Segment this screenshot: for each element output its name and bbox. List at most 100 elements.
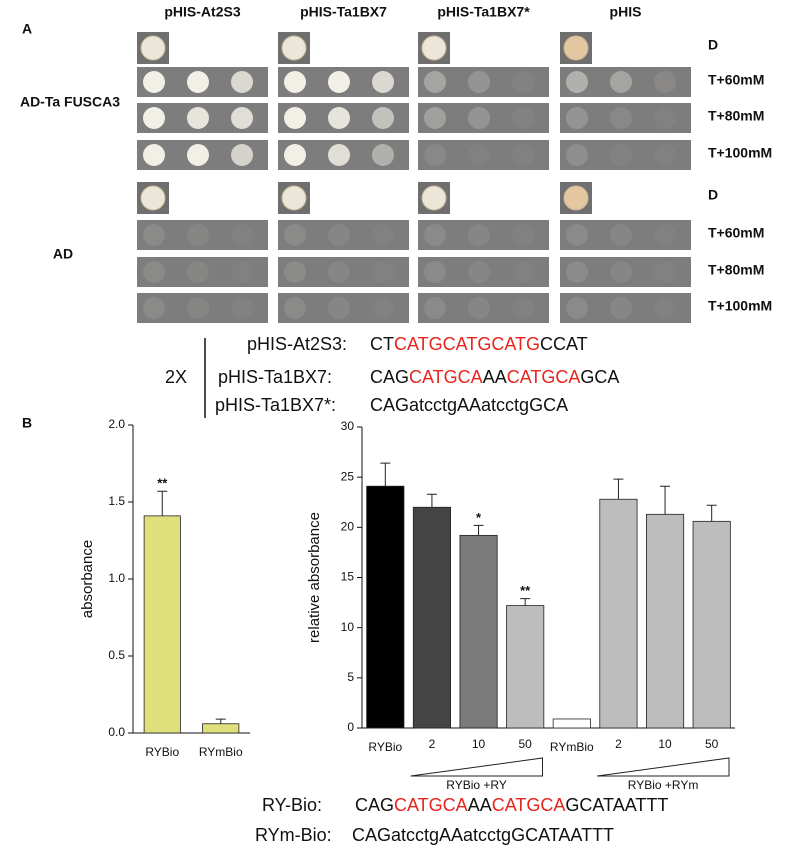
colony xyxy=(610,297,632,319)
sequence-segment: CATGCA xyxy=(409,367,483,387)
condition-label: D xyxy=(708,187,718,203)
colony xyxy=(424,71,446,93)
sequence: CAGatcctgAAatcctgGCA xyxy=(370,395,568,415)
condition-label: T+60mM xyxy=(708,72,764,88)
plate-photo xyxy=(278,220,409,250)
plate-photo xyxy=(418,67,549,97)
colony xyxy=(284,224,306,246)
colony xyxy=(281,185,307,211)
colony xyxy=(610,224,632,246)
y-axis-label: relative absorbance xyxy=(306,512,323,643)
sequence-name: RY-Bio: xyxy=(262,795,322,815)
condition-label: T+80mM xyxy=(708,262,764,278)
condition-label: D xyxy=(708,37,718,53)
colony xyxy=(231,224,253,246)
sequence-segment: CT xyxy=(370,334,394,354)
sequence-segment: CAG xyxy=(370,367,409,387)
colony xyxy=(563,35,589,61)
colony xyxy=(284,71,306,93)
colony xyxy=(468,224,490,246)
colony xyxy=(512,144,534,166)
plate-photo xyxy=(137,220,268,250)
colony xyxy=(372,297,394,319)
y-tick-label: 10 xyxy=(341,620,355,634)
plate-photo xyxy=(418,293,549,323)
plate-photo xyxy=(560,257,691,287)
y-tick-label: 5 xyxy=(347,670,354,684)
sequence-segment: CAGatcctgAAatcctgGCA xyxy=(370,395,568,415)
plate-photo xyxy=(418,220,549,250)
condition-label: T+100mM xyxy=(708,145,772,161)
plate-photo xyxy=(418,103,549,133)
sequence-segment: CATGCATGCATG xyxy=(394,334,540,354)
sequence-segment: GCATAATTT xyxy=(565,795,668,815)
sequence-segment: CATGCA xyxy=(507,367,581,387)
row-label: AD xyxy=(53,246,73,262)
colony xyxy=(143,144,165,166)
x-tick-label: RYBio xyxy=(368,740,402,754)
plate-photo xyxy=(418,257,549,287)
colony xyxy=(231,107,253,129)
colony xyxy=(372,224,394,246)
plate-photo xyxy=(137,293,268,323)
colony xyxy=(654,107,676,129)
colony xyxy=(328,71,350,93)
significance: ** xyxy=(520,583,531,598)
colony xyxy=(424,297,446,319)
colony xyxy=(468,261,490,283)
y-tick-label: 0.5 xyxy=(108,648,125,662)
colony xyxy=(328,297,350,319)
y-tick-label: 25 xyxy=(341,469,355,483)
bar xyxy=(646,513,685,729)
sequence: CAGatcctgAAatcctgGCATAATTT xyxy=(352,825,614,845)
colony xyxy=(231,261,253,283)
plate-photo xyxy=(418,140,549,170)
colony xyxy=(424,144,446,166)
column-header: pHIS xyxy=(610,4,642,20)
colony xyxy=(654,144,676,166)
condition-label: T+80mM xyxy=(708,108,764,124)
colony xyxy=(512,71,534,93)
sequence-name: pHIS-Ta1BX7*: xyxy=(215,395,336,415)
y-tick-label: 0.0 xyxy=(108,725,125,739)
error-bar xyxy=(706,504,717,522)
sequence-name: pHIS-Ta1BX7: xyxy=(218,367,332,387)
y-tick-label: 2.0 xyxy=(108,417,125,431)
colony xyxy=(231,297,253,319)
x-tick-label: RYBio xyxy=(145,745,179,759)
colony xyxy=(563,185,589,211)
bar xyxy=(692,520,731,729)
plate-photo xyxy=(278,293,409,323)
plate-photo xyxy=(560,67,691,97)
bar xyxy=(412,506,451,729)
plate-photo xyxy=(560,103,691,133)
colony xyxy=(231,71,253,93)
colony xyxy=(468,144,490,166)
sequence: CAGCATGCAAACATGCAGCA xyxy=(370,367,619,387)
group-label: RYBio +RY xyxy=(446,778,507,792)
colony xyxy=(284,297,306,319)
colony xyxy=(566,107,588,129)
colony xyxy=(187,224,209,246)
bar xyxy=(599,498,638,729)
bar xyxy=(552,718,591,729)
y-tick-label: 15 xyxy=(341,570,355,584)
y-tick-label: 1.5 xyxy=(108,494,125,508)
colony xyxy=(143,107,165,129)
y-tick-label: 30 xyxy=(341,419,355,433)
colony xyxy=(231,144,253,166)
colony xyxy=(143,224,165,246)
colony xyxy=(566,144,588,166)
colony xyxy=(372,144,394,166)
group-label: RYBio +RYm xyxy=(628,778,699,792)
error-bar xyxy=(660,485,671,515)
y-tick-label: 1.0 xyxy=(108,571,125,585)
colony xyxy=(328,224,350,246)
sequence-segment: CCAT xyxy=(540,334,588,354)
x-tick-label: RYmBio xyxy=(199,745,243,759)
colony xyxy=(187,71,209,93)
colony xyxy=(654,71,676,93)
x-tick-label: 10 xyxy=(472,737,486,751)
error-bar xyxy=(215,718,226,724)
